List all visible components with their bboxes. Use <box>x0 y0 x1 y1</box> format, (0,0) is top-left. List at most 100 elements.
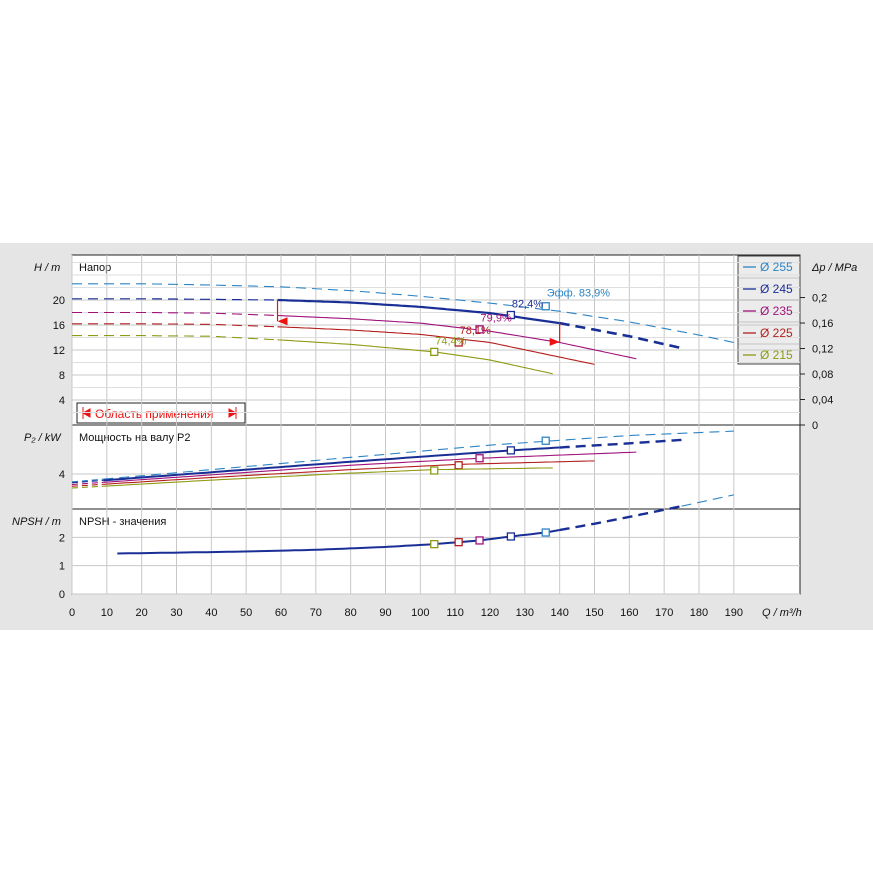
y-tick-label: 12 <box>53 345 65 357</box>
bep-marker <box>475 325 484 334</box>
bep-marker <box>475 454 484 463</box>
head-curve-dashed <box>72 298 278 301</box>
legend-label: Ø 215 <box>760 348 793 362</box>
head-plot-area <box>71 254 801 426</box>
head-curve-dashed <box>559 321 682 350</box>
head-curve-dashed <box>72 283 734 344</box>
head-curve-dashed <box>72 323 278 328</box>
x-tick-label: 190 <box>725 607 743 619</box>
x-tick-label: 90 <box>379 607 391 619</box>
x-tick-label: 60 <box>275 607 287 619</box>
y2-tick-label: 0,04 <box>812 395 833 407</box>
y-tick-label: 8 <box>59 370 65 382</box>
efficiency-label: 74,4% <box>435 335 466 347</box>
range-min-arrow <box>277 317 288 326</box>
npsh-panel-title: NPSH - значения <box>79 516 166 528</box>
range-max-arrow <box>549 337 560 346</box>
head-y-axis-label: H / m <box>34 262 60 274</box>
y-tick-label: 4 <box>59 395 65 407</box>
y-tick-label: 1 <box>59 561 65 573</box>
bep-marker <box>541 302 550 311</box>
y-tick-label: 2 <box>59 532 65 544</box>
bep-marker <box>430 466 439 475</box>
power-curve-solid <box>103 451 637 483</box>
npsh-y-axis-label: NPSH / m <box>12 516 61 528</box>
y2-tick-label: 0,12 <box>812 344 833 356</box>
x-tick-label: 130 <box>516 607 534 619</box>
x-tick-label: 80 <box>345 607 357 619</box>
efficiency-label: 79,9% <box>481 312 512 324</box>
power-curve-solid <box>103 467 553 487</box>
x-tick-label: 140 <box>550 607 568 619</box>
power-curve-dashed <box>71 478 104 483</box>
x-tick-label: 20 <box>136 607 148 619</box>
bep-marker <box>541 436 550 445</box>
npsh-bep-marker <box>430 539 439 549</box>
power-curve-dashed <box>71 483 104 487</box>
legend <box>737 255 801 365</box>
pump-curve-chart: Напор H / m Δp / MPa Мощность на валу P2… <box>0 243 873 630</box>
npsh-curve-dashed <box>681 494 734 507</box>
y2-tick-label: 0,08 <box>812 369 833 381</box>
bep-marker <box>430 347 439 357</box>
y-tick-label: 20 <box>53 295 65 307</box>
x-tick-label: 70 <box>310 607 322 619</box>
bep-marker <box>454 338 463 347</box>
legend-label: Ø 255 <box>760 260 793 274</box>
efficiency-label: 78,1% <box>460 325 491 337</box>
x-tick-label: 120 <box>481 607 499 619</box>
y2-tick-label: 0,16 <box>812 318 833 330</box>
y-tick-label: 16 <box>53 320 65 332</box>
npsh-bep-marker <box>506 532 516 541</box>
head-curve-solid <box>277 326 595 365</box>
x-tick-label: 100 <box>411 607 429 619</box>
x-tick-label: 0 <box>69 607 75 619</box>
power-curve-dashed <box>71 479 104 484</box>
head-curve-solid <box>277 314 637 360</box>
head-curve-dashed <box>72 311 278 317</box>
npsh-curve-dashed <box>559 505 682 532</box>
legend-label: Ø 235 <box>760 304 793 318</box>
power-panel-title: Мощность на валу P2 <box>79 432 191 444</box>
efficiency-label: 82,4% <box>512 299 543 311</box>
power-curve-dashed <box>72 481 104 486</box>
x-tick-label: 10 <box>101 607 113 619</box>
power-y-axis-label: P₂ / kW <box>24 432 62 444</box>
head-curve-solid <box>277 339 553 375</box>
chart-svg: Напор H / m Δp / MPa Мощность на валу P2… <box>12 254 857 619</box>
legend-label: Ø 245 <box>760 282 793 296</box>
bep-marker <box>506 446 516 455</box>
x-tick-label: 50 <box>240 607 252 619</box>
head-panel-title: Напор <box>79 262 111 274</box>
chart-marks: 0 10 20 30 40 50 60 70 80 90 100 110 120 130 140 150 160… <box>53 255 833 619</box>
npsh-curve-solid <box>117 529 560 555</box>
head-y2-axis-label: Δp / MPa <box>811 262 857 274</box>
x-tick-label: 110 <box>446 607 464 619</box>
x-tick-label: 160 <box>620 607 638 619</box>
bep-marker <box>506 310 516 320</box>
x-tick-label: 170 <box>655 607 673 619</box>
power-curve-dashed <box>103 430 734 480</box>
y2-tick-label: 0,2 <box>812 293 827 305</box>
head-curve-dashed <box>72 335 278 341</box>
npsh-bep-marker <box>454 537 463 547</box>
y-tick-label: 4 <box>59 469 65 481</box>
npsh-bep-marker <box>475 536 484 545</box>
x-axis-label: Q / m³/h <box>762 607 802 619</box>
npsh-bep-marker <box>541 528 550 537</box>
x-tick-label: 40 <box>205 607 217 619</box>
legend-label: Ø 225 <box>760 326 793 340</box>
x-tick-label: 180 <box>690 607 708 619</box>
npsh-plot-area <box>71 508 801 595</box>
application-range-label: Область применения <box>95 407 213 421</box>
y-tick-label: 0 <box>59 589 65 601</box>
bep-marker <box>454 461 463 470</box>
y2-tick-label: 0 <box>812 420 818 432</box>
power-curve-dashed <box>559 438 682 449</box>
x-tick-label: 150 <box>585 607 603 619</box>
power-curve-dashed <box>72 485 104 489</box>
power-curve-solid <box>103 460 595 485</box>
x-tick-label: 30 <box>170 607 182 619</box>
efficiency-label: Эфф. 83,9% <box>547 287 611 299</box>
power-curve-solid <box>103 446 560 482</box>
